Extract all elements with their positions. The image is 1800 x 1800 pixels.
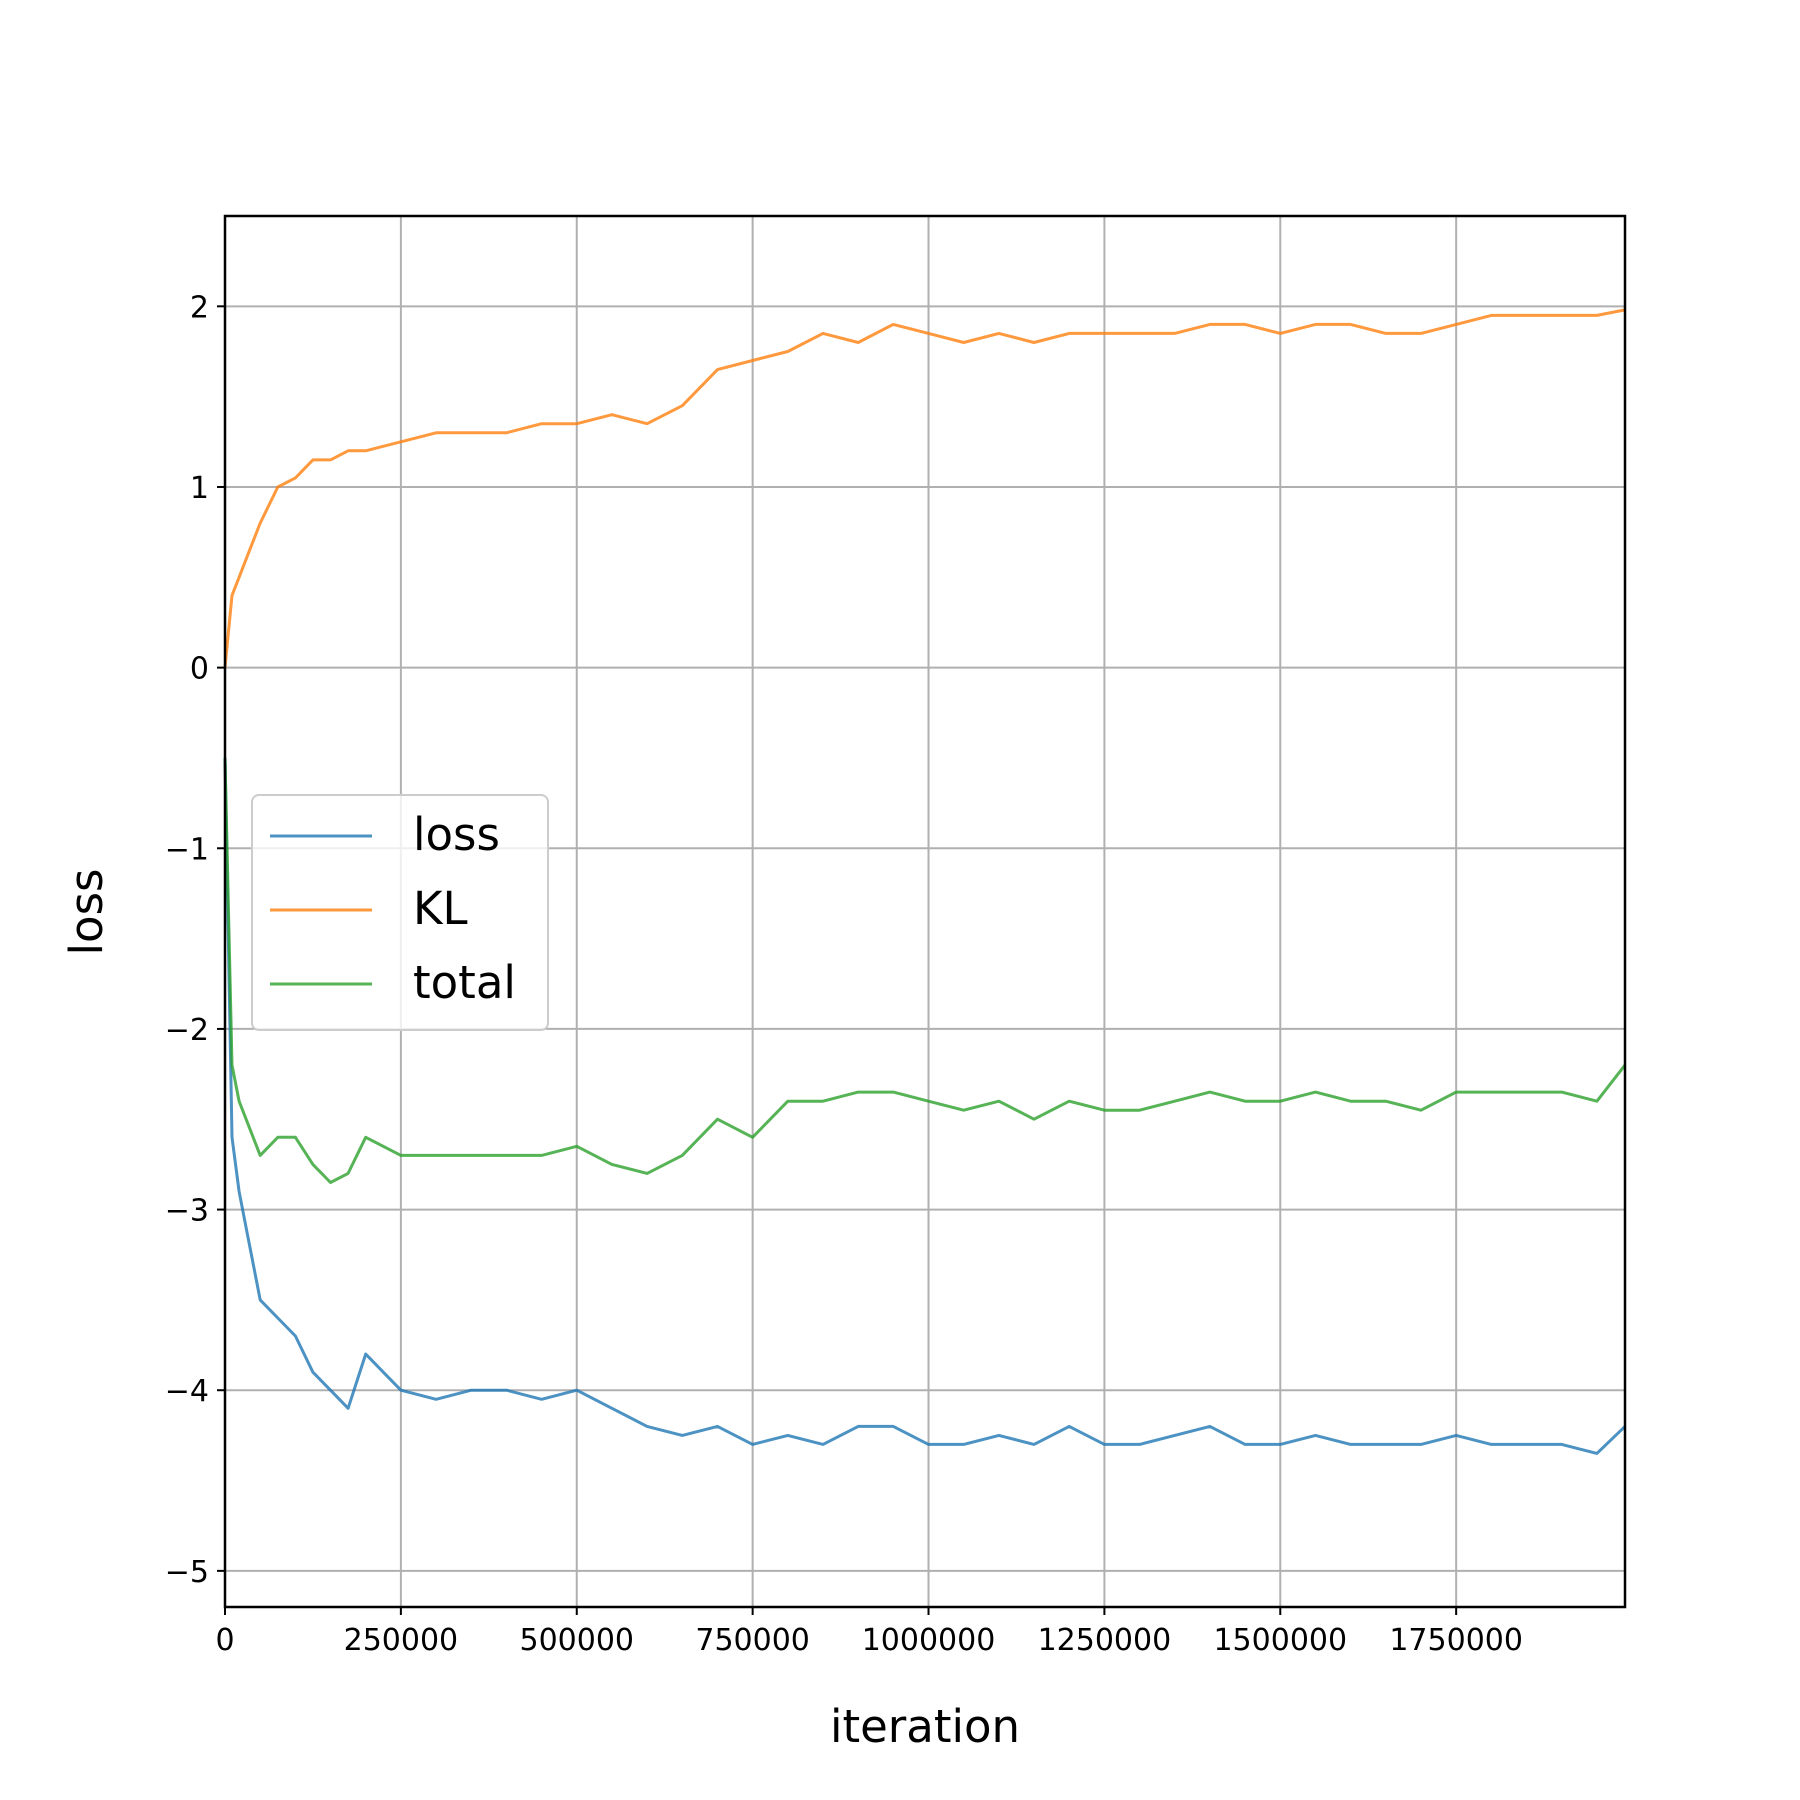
plot-frame bbox=[223, 214, 1627, 1609]
x-tick-label: 0 bbox=[215, 1623, 234, 1658]
x-tick-label: 250000 bbox=[344, 1623, 459, 1658]
legend-label-loss: loss bbox=[413, 808, 500, 861]
y-tick-label: 1 bbox=[190, 471, 209, 506]
y-tick-label: −4 bbox=[165, 1374, 209, 1409]
y-tick-label: 0 bbox=[190, 652, 209, 687]
y-axis-title: loss bbox=[60, 869, 113, 956]
x-tick-label: 750000 bbox=[695, 1623, 810, 1658]
series-line-total bbox=[223, 757, 1627, 1184]
y-tick-label: −2 bbox=[165, 1013, 209, 1048]
grid bbox=[224, 216, 1625, 1607]
y-tick-label: −3 bbox=[165, 1194, 209, 1229]
axis-ticks: 0 250000 500000 750000 1000000 1250000 1500000… bbox=[165, 290, 1523, 1658]
legend-box bbox=[251, 794, 549, 1031]
x-tick-label: 500000 bbox=[519, 1623, 634, 1658]
legend-label-kl: KL bbox=[413, 882, 468, 935]
legend: loss KL total bbox=[251, 794, 549, 1031]
x-tick-label: 1750000 bbox=[1389, 1623, 1523, 1658]
x-axis-title: iteration bbox=[830, 1700, 1020, 1753]
series-line-kl bbox=[223, 308, 1626, 668]
y-tick-label: −5 bbox=[165, 1555, 209, 1590]
y-tick-label: −1 bbox=[165, 832, 209, 867]
y-tick-label: 2 bbox=[190, 290, 209, 325]
legend-label-total: total bbox=[413, 956, 516, 1009]
x-tick-label: 1000000 bbox=[862, 1623, 996, 1658]
series-lines bbox=[223, 308, 1627, 1455]
series-line-loss bbox=[223, 757, 1627, 1455]
x-tick-label: 1500000 bbox=[1213, 1623, 1347, 1658]
x-tick-label: 1250000 bbox=[1038, 1623, 1172, 1658]
